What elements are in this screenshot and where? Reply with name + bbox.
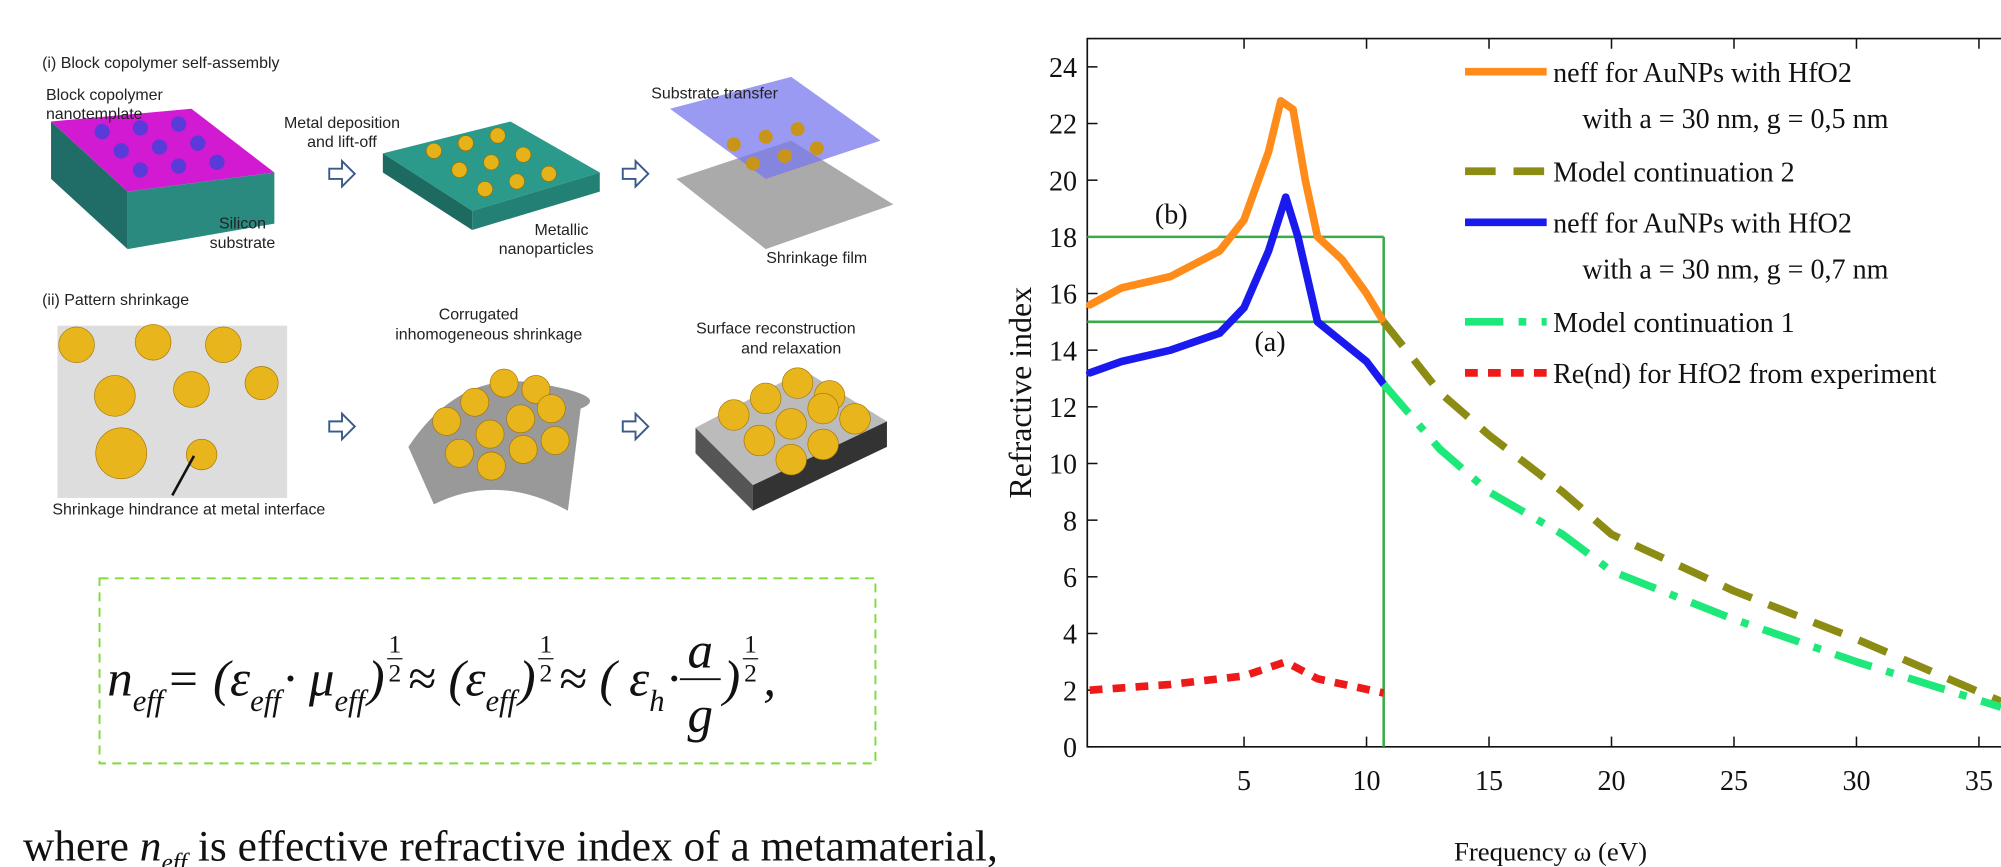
label: substrate [210, 235, 276, 252]
formula-text: , [763, 652, 776, 708]
legend-label: neff for AuNPs with HfO2 [1553, 209, 1852, 240]
label: Shrinkage hindrance at metal interface [52, 502, 325, 519]
x-tick-label: 30 [1842, 766, 1870, 797]
x-axis-label: Frequency ω (eV) [1454, 836, 1647, 866]
y-tick-label: 16 [1049, 280, 1077, 311]
legend-label: Re(nd) for HfO2 from experiment [1553, 359, 1937, 390]
y-tick-label: 0 [1063, 733, 1077, 764]
label: Shrinkage film [766, 250, 867, 267]
legend-detail: with a = 30 nm, g = 0,7 nm [1582, 254, 1888, 285]
y-tick-label: 14 [1049, 336, 1077, 367]
y-tick-label: 24 [1049, 53, 1077, 84]
formula-sub: eff [334, 684, 369, 718]
legend-label: neff for AuNPs with HfO2 [1553, 58, 1852, 89]
panel-title: (i) Block copolymer self-assembly [42, 55, 279, 72]
label: Substrate transfer [651, 86, 778, 103]
label: Surface reconstruction [696, 320, 855, 337]
y-tick-label: 12 [1049, 393, 1077, 424]
formula-text: = (ε [166, 652, 251, 708]
formula-text: ≈ (ε [408, 652, 487, 708]
formula-sub: eff [250, 684, 285, 718]
body-text: where neff is effective refractive index… [23, 822, 998, 867]
legend-label: Model continuation 2 [1553, 157, 1795, 188]
label: inhomogeneous shrinkage [395, 327, 582, 344]
diagram: (i) Block copolymer self-assembly Block … [42, 55, 893, 519]
x-tick-label: 15 [1475, 766, 1503, 797]
x-tick-label: 10 [1353, 766, 1381, 797]
legend-detail: with a = 30 nm, g = 0,5 nm [1582, 104, 1888, 135]
label: Block copolymer [46, 87, 164, 104]
label: Metallic [534, 222, 588, 239]
y-tick-label: 2 [1063, 676, 1077, 707]
annotation: (b) [1155, 200, 1188, 231]
label: and lift-off [307, 134, 377, 151]
label: Silicon [219, 216, 266, 233]
formula-sub: h [649, 684, 664, 718]
label: Metal deposition [284, 115, 400, 132]
y-tick-label: 4 [1063, 620, 1077, 651]
slide: (i) Block copolymer self-assembly Block … [0, 0, 2001, 867]
formula-sup: 2 [388, 659, 401, 688]
y-axis-label: Refractive index [1003, 287, 1038, 499]
panel-title: (ii) Pattern shrinkage [42, 292, 189, 309]
y-tick-label: 10 [1049, 450, 1077, 481]
formula-sup: 1 [744, 629, 757, 658]
legend-label: Model continuation 1 [1553, 308, 1795, 339]
formula-den: g [688, 687, 714, 743]
x-tick-label: 5 [1237, 766, 1251, 797]
symbol: n [140, 822, 162, 867]
label: and relaxation [741, 341, 841, 358]
formula-text: n [107, 652, 133, 708]
label: nanoparticles [499, 241, 594, 258]
annotation: (a) [1254, 327, 1285, 358]
formula-text: · μ [283, 652, 334, 708]
y-tick-label: 8 [1063, 506, 1077, 537]
formula-sup: 2 [539, 659, 552, 688]
formula-sup: 1 [539, 629, 552, 658]
y-tick-label: 18 [1049, 223, 1077, 254]
label: nanotemplate [46, 106, 143, 123]
formula-text: ) [720, 652, 740, 708]
formula-text: · [667, 652, 680, 708]
series-line [1090, 101, 1384, 322]
x-tick-label: 20 [1597, 766, 1625, 797]
formula-text: ≈ ( ε [559, 652, 651, 708]
label: Corrugated [439, 306, 519, 323]
y-tick-label: 20 [1049, 166, 1077, 197]
body-text: is effective refractive index of a metam… [187, 822, 998, 867]
page: {"diagram": { "panel_i": "(i) Block copo… [0, 0, 2001, 867]
formula-sup: 1 [388, 629, 401, 658]
y-tick-label: 6 [1063, 563, 1077, 594]
x-tick-label: 25 [1720, 766, 1748, 797]
body-text: where [23, 822, 140, 867]
y-tick-label: 22 [1049, 110, 1077, 141]
formula-sup: 2 [744, 659, 757, 688]
formula-text: ) [516, 652, 536, 708]
formula-text: ) [365, 652, 385, 708]
formula-sub: eff [485, 684, 520, 718]
formula-sub: eff [133, 684, 168, 718]
x-tick-label: 35 [1965, 766, 1993, 797]
formula-num: a [688, 624, 714, 680]
series-line [1090, 662, 1384, 693]
